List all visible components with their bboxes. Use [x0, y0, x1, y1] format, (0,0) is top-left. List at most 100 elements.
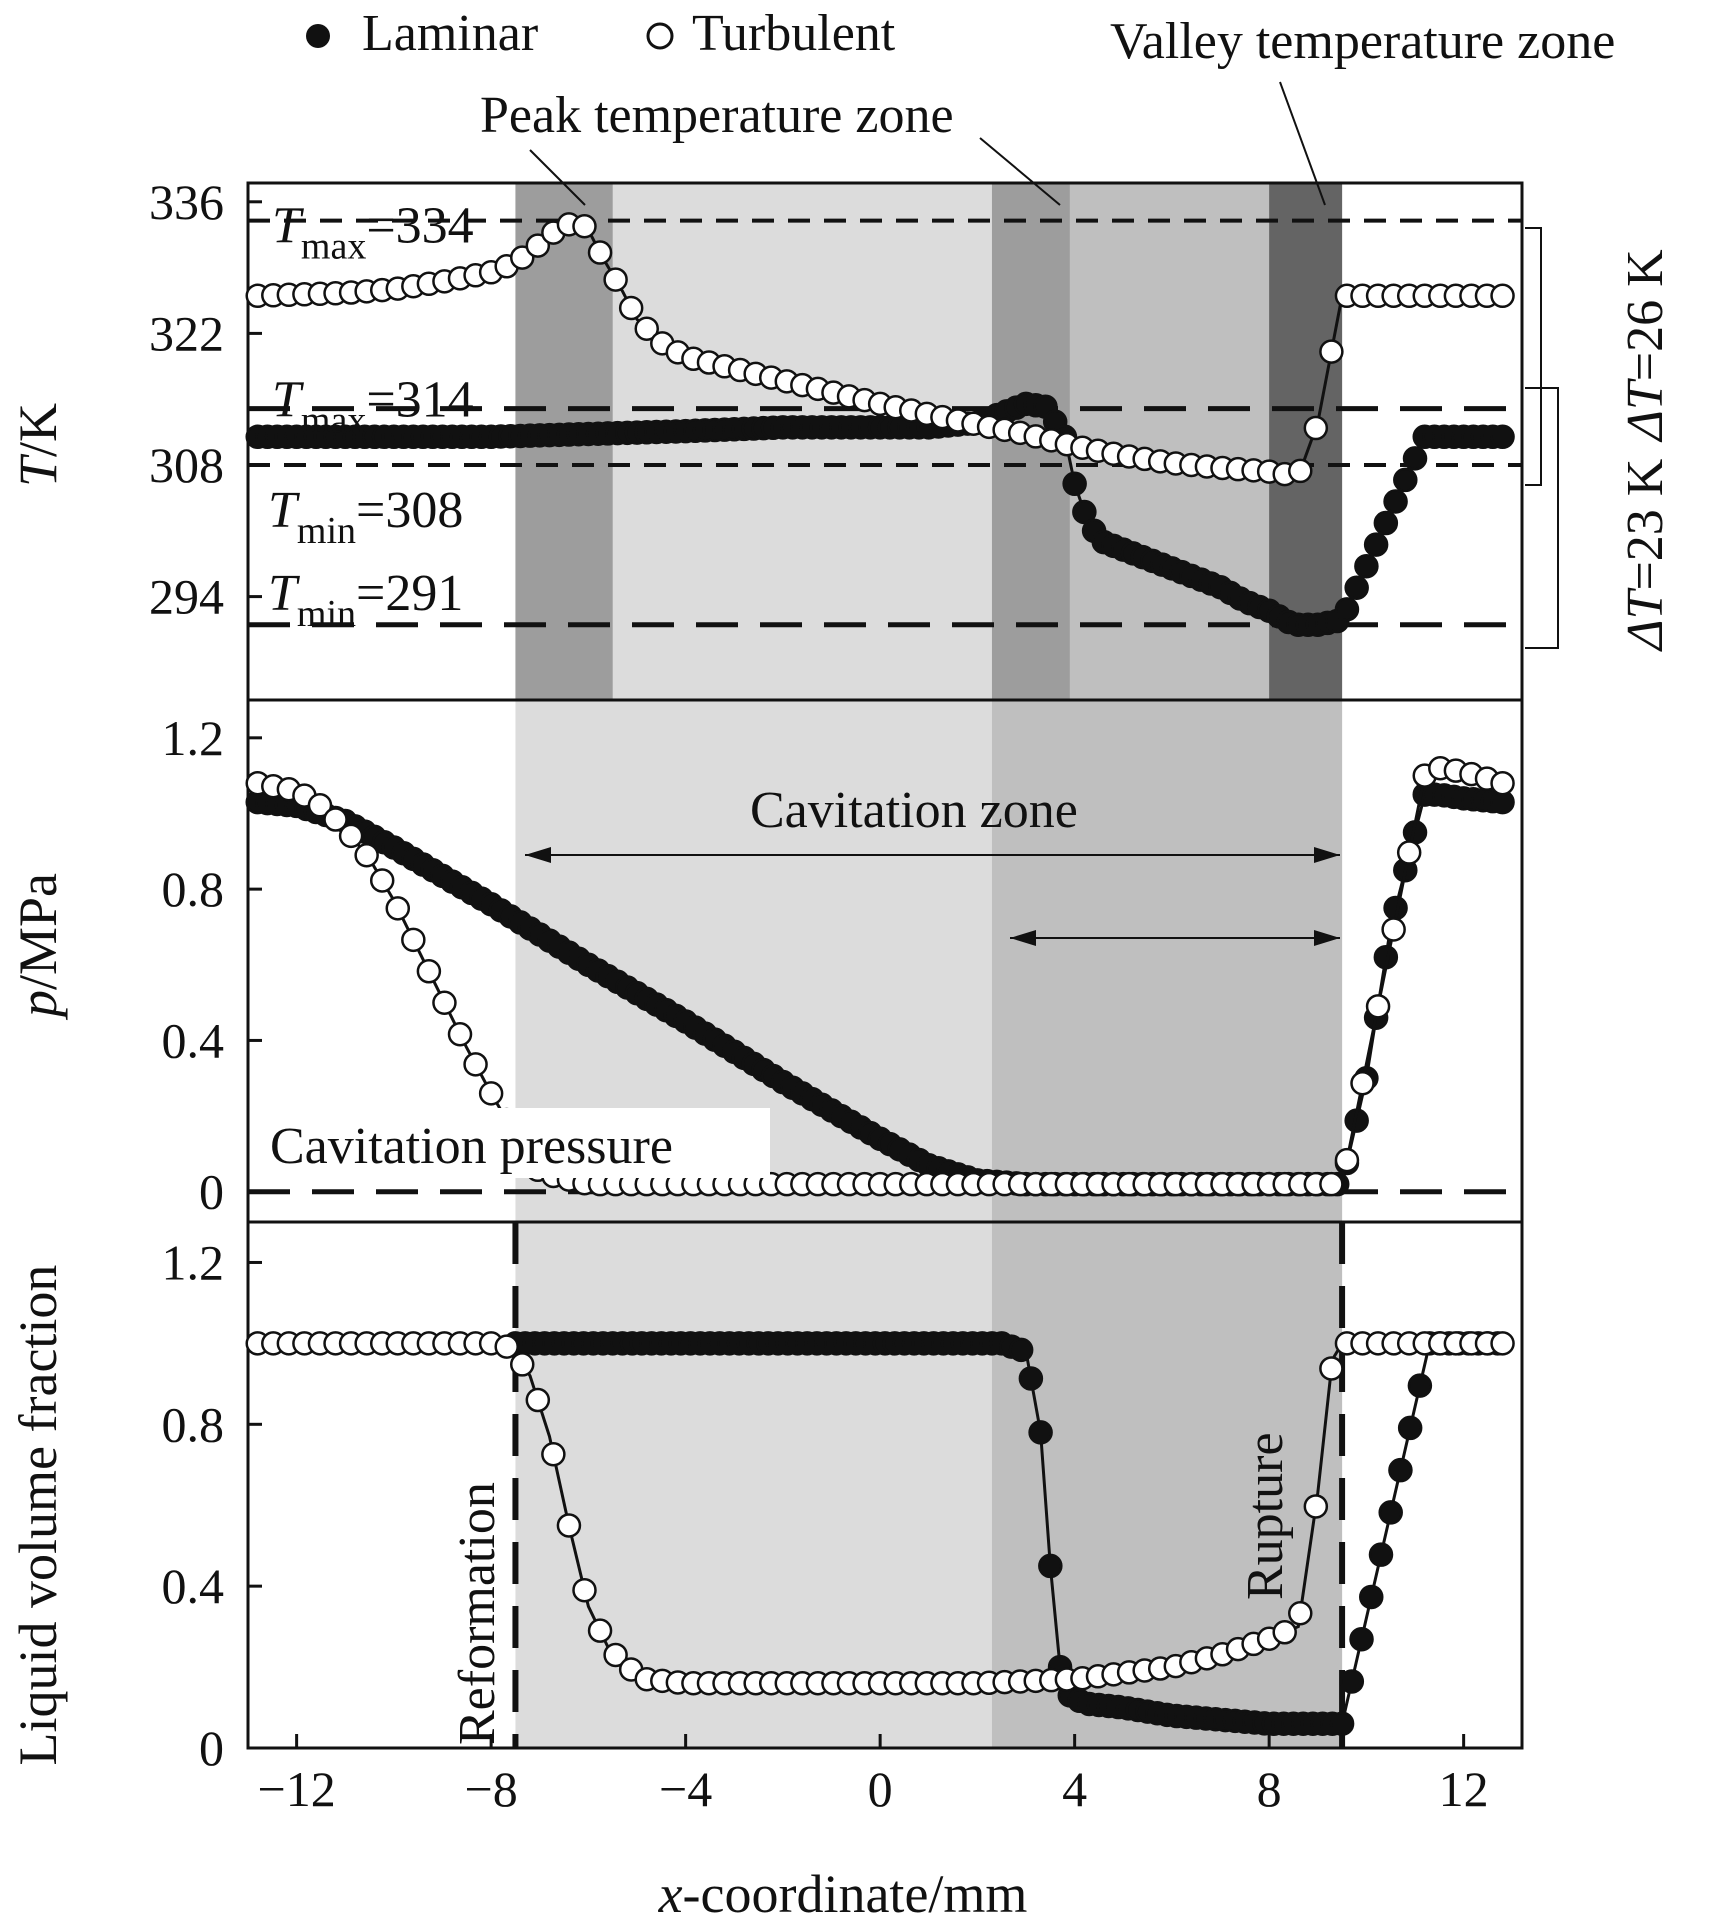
x-tick-label: −12: [258, 1761, 336, 1817]
y-tick-label: 336: [149, 174, 224, 230]
data-point: [1018, 1366, 1044, 1391]
cavitation-pressure-label-bg: [262, 1108, 770, 1178]
data-point: [510, 1352, 535, 1377]
data-point: [1397, 1415, 1423, 1441]
bracket-turbulent: [1525, 227, 1542, 486]
data-point: [603, 267, 628, 292]
t-extrema-label: Tmax=334: [272, 198, 474, 268]
y-tick-label: 308: [149, 437, 224, 493]
x-tick-label: −8: [465, 1761, 518, 1817]
data-point: [1288, 458, 1313, 484]
legend-turbulent-marker: [646, 22, 674, 50]
data-point: [1490, 770, 1515, 796]
delta-t-group: ΔT=23 KΔT=26 K: [1617, 249, 1674, 652]
data-point: [1344, 575, 1369, 601]
data-point: [1319, 1171, 1344, 1197]
y-tick-label: 322: [149, 305, 224, 361]
data-point: [1303, 415, 1329, 441]
data-point: [369, 868, 395, 893]
data-point: [1319, 1356, 1344, 1381]
data-point: [525, 233, 551, 258]
data-point: [432, 990, 457, 1016]
y-tick-label: 0: [199, 1720, 224, 1776]
data-point: [1272, 1620, 1297, 1645]
zone-annotations: Peak temperature zone Valley temperature…: [480, 13, 1615, 206]
x-tick-label: 8: [1257, 1761, 1282, 1817]
data-point: [572, 1577, 597, 1603]
data-point: [1062, 471, 1087, 497]
y-tick-label: 0.4: [162, 1558, 225, 1614]
delta-t-turbulent-val: =26 K: [1617, 249, 1674, 381]
data-point: [1396, 840, 1422, 865]
data-point: [1334, 1147, 1360, 1173]
t-extrema-label: Tmin=291: [268, 565, 463, 635]
peak-leader-right: [979, 137, 1061, 206]
cavitation-zone-arrow-short: [1010, 930, 1340, 946]
cavitation-zone-label: Cavitation zone: [750, 782, 1078, 839]
data-point: [1368, 1542, 1394, 1567]
y-axis-title-fraction: Liquid volume fraction: [8, 1265, 68, 1766]
data-point: [385, 896, 411, 921]
peak-leader-left: [529, 149, 586, 206]
data-point: [1334, 597, 1360, 622]
axes: 294 308 322 336 0 0.4 0.8 1.2 0 0.4 0.8 1.2 −12 −8 −4 0…: [149, 174, 1524, 1817]
data-point: [1329, 1711, 1355, 1736]
delta-t-laminar-sym: ΔT: [1617, 587, 1674, 652]
data-point: [1288, 1601, 1313, 1626]
data-point: [1354, 553, 1379, 579]
rupture-label: Rupture: [1237, 1432, 1294, 1600]
y-tick-label: 0.8: [162, 861, 225, 917]
data-point: [323, 807, 348, 832]
data-point: [525, 1387, 551, 1413]
valley-leader: [1279, 81, 1326, 206]
data-point: [1365, 994, 1391, 1019]
data-point: [1490, 424, 1515, 450]
data-point: [1490, 283, 1515, 309]
peak-zone-label: Peak temperature zone: [480, 87, 954, 144]
x-tick-label: 0: [868, 1761, 893, 1817]
data-point: [1381, 917, 1406, 942]
t-extrema-label: Tmin=308: [268, 482, 463, 552]
cavitation-zone-arrow-long: [525, 847, 1340, 863]
x-tick-label: 4: [1062, 1761, 1087, 1817]
data-point: [1402, 446, 1428, 471]
data-point: [1393, 467, 1418, 493]
data-point: [463, 1052, 488, 1077]
reformation-label: Reformation: [449, 1482, 506, 1745]
data-point: [587, 240, 613, 265]
delta-t-laminar-val: =23 K: [1617, 458, 1674, 590]
legend: Laminar Turbulent: [306, 5, 896, 62]
data-point: [1339, 1669, 1365, 1694]
data-point: [1383, 489, 1408, 514]
data-point: [603, 1642, 628, 1668]
data-point: [1349, 1626, 1374, 1652]
temperature-extrema-labels: Tmax=334 Tmax=314 Tmin=308 Tmin=291: [268, 198, 474, 635]
data-point: [416, 959, 442, 984]
y-tick-label: 0: [199, 1164, 224, 1220]
y-axis-title-pressure: p/MPa: [8, 873, 68, 1021]
data-point: [354, 842, 379, 868]
y-tick-label: 1.2: [162, 1234, 225, 1290]
data-point: [338, 823, 364, 849]
x-axis-title: x-coordinate/mm: [658, 1864, 1028, 1924]
data-point: [1038, 1553, 1063, 1579]
delta-t-labels: ΔT=23 KΔT=26 K: [1525, 227, 1674, 652]
y-tick-label: 1.2: [162, 710, 225, 766]
data-point: [587, 1618, 613, 1643]
legend-turbulent-label: Turbulent: [692, 5, 896, 62]
data-point: [307, 793, 333, 818]
t-extrema-label: Tmax=314: [272, 372, 474, 442]
series-turbulent-liquid_volume_fraction: [245, 1331, 1515, 1696]
legend-laminar-marker: [306, 24, 330, 48]
bracket-laminar: [1525, 387, 1559, 649]
data-point: [494, 1334, 519, 1359]
data-point: [1388, 1457, 1413, 1483]
y-axis-title-temperature: T/K: [8, 403, 68, 487]
cavitation-pressure-label: Cavitation pressure: [270, 1118, 673, 1175]
data-point: [1490, 1331, 1515, 1356]
data-point: [1319, 339, 1344, 364]
series-turbulent-temperature: [245, 212, 1515, 487]
data-point: [556, 1513, 582, 1538]
data-point: [572, 213, 597, 239]
data-point: [634, 316, 659, 341]
